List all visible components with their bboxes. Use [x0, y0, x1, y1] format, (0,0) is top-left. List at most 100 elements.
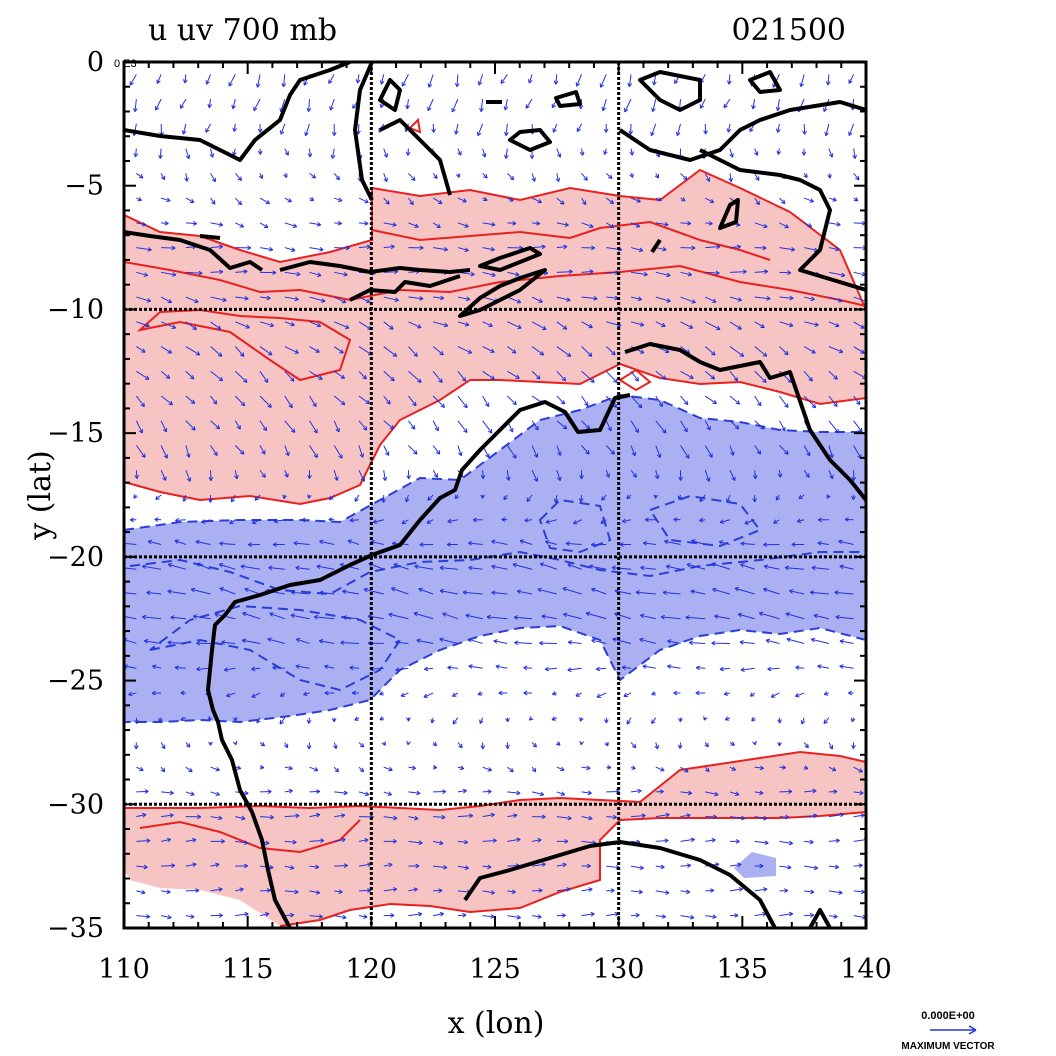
coastline [624, 342, 866, 502]
wind-vector [284, 247, 296, 252]
wind-vector [828, 766, 837, 772]
wind-vector [358, 914, 368, 919]
wind-vector [408, 863, 420, 869]
wind-vector [160, 445, 168, 459]
wind-vector [705, 220, 713, 226]
wind-vector [639, 613, 656, 620]
wind-vector [704, 470, 711, 482]
wind-vector [309, 890, 321, 895]
wind-vector [482, 370, 495, 380]
wind-vector [655, 890, 670, 895]
wind-vector [342, 589, 360, 595]
wind-vector [309, 222, 322, 227]
wind-vector [704, 445, 713, 458]
wind-vector [307, 470, 312, 479]
wind-vector [160, 346, 173, 354]
wind-vector [581, 197, 587, 206]
wind-vector [309, 172, 316, 179]
wind-vector [507, 271, 520, 277]
wind-vector [630, 420, 639, 433]
wind-vector [680, 370, 694, 379]
wind-vector [260, 789, 272, 795]
wind-vector [776, 148, 782, 155]
wind-vector [828, 445, 834, 458]
wind-vector [704, 346, 716, 356]
wind-vector [655, 812, 670, 818]
coastline [718, 198, 740, 230]
coastline [378, 78, 402, 112]
wind-vector [729, 913, 739, 918]
wind-vector [775, 123, 781, 133]
wind-vector [279, 717, 286, 725]
wind-vector [480, 470, 486, 479]
wind-vector [804, 813, 818, 819]
wind-vector [457, 742, 463, 749]
wind-vector [208, 470, 214, 481]
wind-vector [500, 74, 508, 84]
wind-vector [457, 346, 473, 354]
wind-vector [309, 789, 321, 794]
wind-vector [128, 691, 137, 697]
wind-vector [754, 395, 762, 407]
wind-vector [333, 445, 343, 459]
wind-vector [798, 494, 805, 500]
y-tick-label: −5 [64, 171, 104, 202]
wind-vector [210, 321, 222, 330]
wind-vector [136, 864, 148, 870]
wind-vector [507, 790, 521, 796]
wind-vector [457, 370, 467, 382]
x-tick-label: 125 [469, 954, 521, 985]
wind-vector [654, 173, 660, 179]
wind-vector [254, 494, 261, 501]
wind-vector [853, 863, 863, 868]
wind-vector [334, 813, 346, 818]
wind-vector [579, 470, 584, 480]
x-tick-label: 120 [346, 954, 398, 985]
wind-vector [729, 445, 735, 456]
wind-vector [480, 742, 486, 750]
wind-vector [259, 222, 269, 229]
wind-vector [719, 519, 731, 524]
wind-vector [133, 494, 138, 499]
wind-vector [556, 887, 571, 892]
negative-contour [124, 624, 866, 724]
wind-vector [605, 470, 611, 478]
wind-vector [827, 173, 832, 179]
wind-vector [185, 837, 197, 843]
x-tick-label: 115 [222, 954, 274, 985]
wind-vector [704, 395, 717, 405]
wind-vector [383, 395, 391, 405]
wind-vector [154, 517, 162, 522]
y-axis-label: y (lat) [23, 450, 58, 540]
wind-vector [680, 296, 696, 304]
wind-vector [685, 615, 706, 620]
wind-vector [705, 270, 720, 276]
wind-vector [828, 395, 838, 407]
wind-vector [141, 614, 162, 620]
wind-vector [754, 197, 760, 206]
wind-vector [258, 173, 264, 180]
wind-vector [185, 862, 197, 868]
wind-vector [143, 638, 162, 644]
wind-vector [556, 296, 571, 302]
wind-vector [498, 690, 508, 696]
wind-vector [655, 221, 669, 227]
wind-vector [655, 321, 666, 328]
wind-vector [330, 148, 336, 159]
wind-vector [468, 540, 483, 546]
wind-vector [779, 911, 794, 917]
wind-vector [754, 790, 764, 796]
wind-vector [136, 914, 151, 919]
wind-vector [457, 148, 462, 156]
wind-vector [705, 321, 721, 331]
wind-vector [135, 420, 144, 434]
wind-vector [457, 296, 471, 302]
wind-vector [590, 542, 607, 548]
wind-vector [284, 445, 290, 457]
wind-vector [803, 765, 809, 770]
wind-vector [161, 863, 176, 869]
wind-vector [507, 837, 521, 843]
wind-vector [579, 717, 584, 722]
wind-vector [433, 789, 447, 794]
wind-vector [762, 587, 780, 595]
